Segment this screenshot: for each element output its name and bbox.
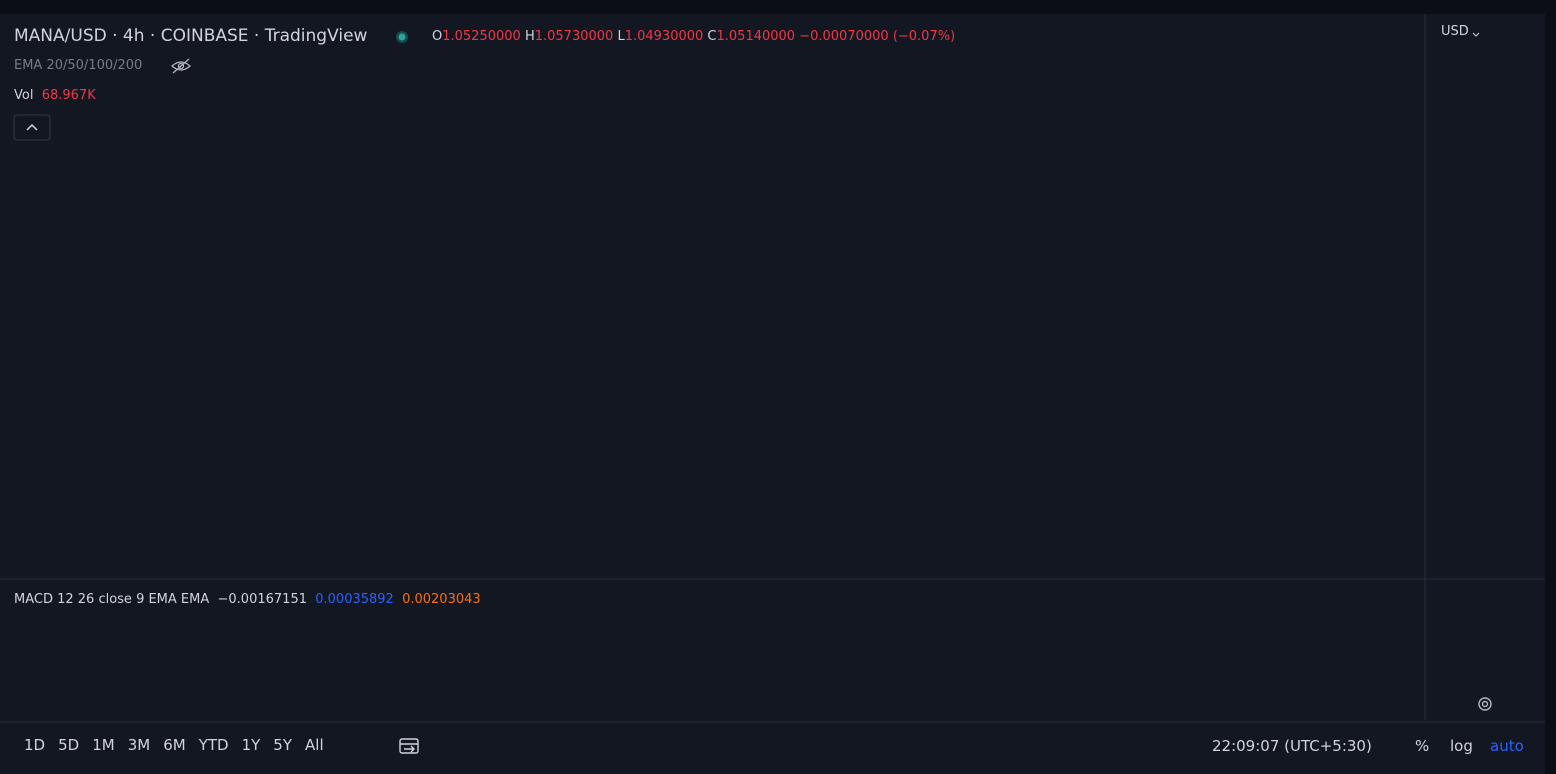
ohlc-legend: O1.05250000 H1.05730000 L1.04930000 C1.0… [432,29,955,44]
ohlc-key: O [432,29,443,44]
macd-line-value: 0.00035892 [315,592,394,607]
change: −0.00070000 (−0.07%) [799,29,956,44]
currency[interactable]: USD [1441,24,1469,39]
ohlc-value: 1.04930000 [624,29,704,44]
log-button[interactable]: log [1450,737,1473,755]
vol-name: Vol [14,88,34,103]
eye-icon[interactable] [171,58,191,74]
ohlc-key: C [707,29,717,44]
macd-title: MACD 12 26 close 9 EMA EMA [14,592,210,607]
auto-button[interactable]: auto [1490,737,1524,755]
calendar-icon[interactable] [399,738,419,754]
clock: 22:09:07 (UTC+5:30) [1212,737,1372,755]
currency-caret [1472,32,1480,37]
period-button[interactable]: 5Y [273,736,293,754]
ohlc-key: H [524,29,535,44]
ohlc-key: L [617,29,625,44]
period-button[interactable]: YTD [198,736,229,754]
period-button[interactable]: All [305,736,324,754]
ohlc-value: 1.05730000 [534,29,614,44]
volume-legend: Vol 68.967K [14,88,96,103]
macd-legend: MACD 12 26 close 9 EMA EMA −0.00167151 0… [14,592,481,607]
macd-signal-value: 0.00203043 [402,592,481,607]
period-bar: 1D 5D 1M 3M 6M YTD 1Y 5Y All [24,736,337,754]
symbol: MANA/USD · 4h · COINBASE · TradingView [14,26,368,46]
period-button[interactable]: 1D [24,736,46,754]
collapse-button[interactable] [13,114,51,141]
status-dot [398,33,406,41]
period-button[interactable]: 5D [58,736,80,754]
period-button[interactable]: 1M [92,736,115,754]
period-button[interactable]: 1Y [241,736,261,754]
collapse-icon [26,123,38,131]
settings-icon[interactable] [1478,697,1492,711]
macd-hist-value: −0.00167151 [217,592,307,607]
period-button[interactable]: 3M [127,736,151,754]
vol-value: 68.967K [41,88,96,103]
period-button[interactable]: 6M [163,736,186,754]
ohlc-value: 1.05250000 [442,29,521,44]
side-bar [1545,14,1556,774]
top-bar [0,0,1556,14]
ema-legend: EMA 20/50/100/200 [14,58,143,73]
ohlc-value: 1.05140000 [716,29,796,44]
percent-button[interactable]: % [1415,737,1430,755]
